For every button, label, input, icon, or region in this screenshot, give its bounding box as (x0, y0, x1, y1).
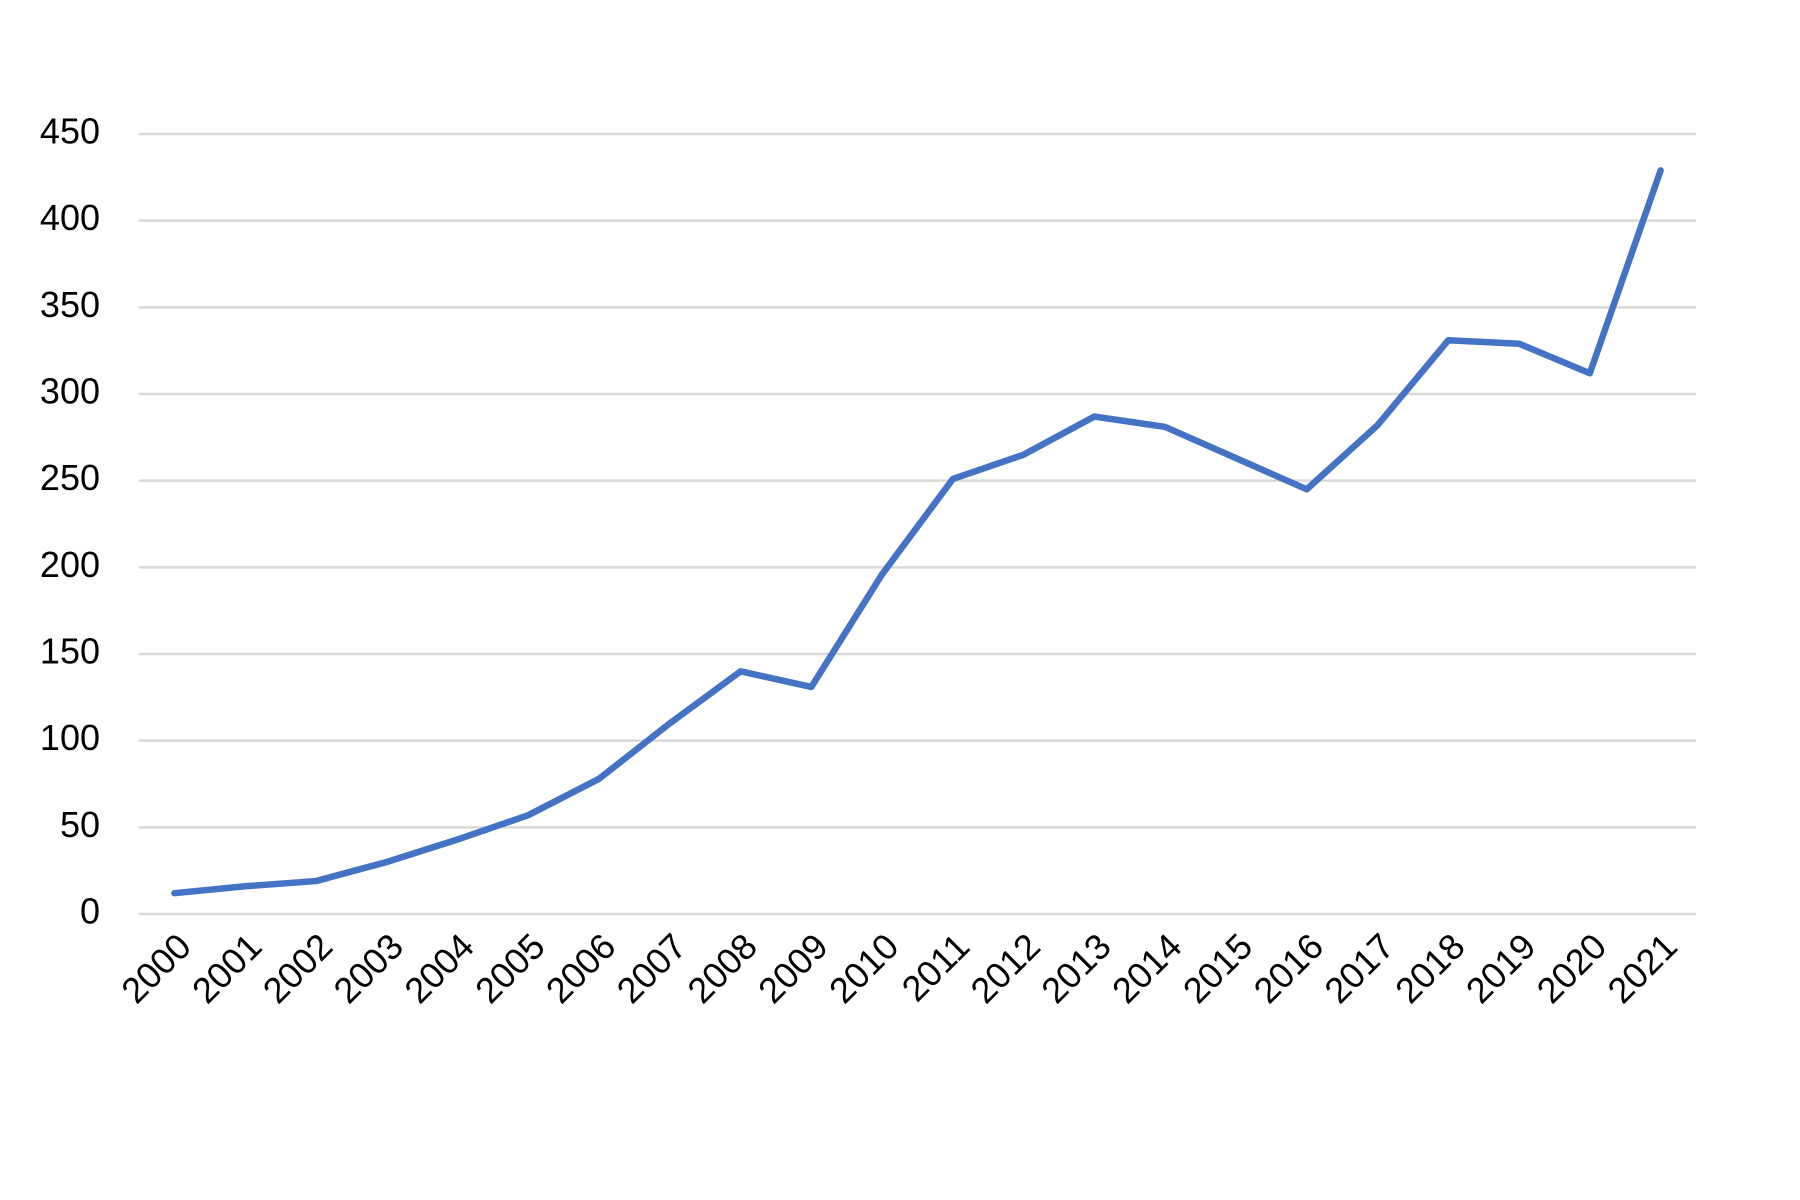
x-tick-label: 2011 (894, 925, 978, 1009)
y-tick-label: 0 (80, 891, 100, 932)
y-tick-label: 50 (60, 804, 100, 845)
x-tick-label: 2006 (538, 925, 624, 1011)
x-tick-label: 2017 (1316, 925, 1402, 1011)
x-tick-label: 2021 (1599, 925, 1685, 1011)
x-tick-label: 2014 (1104, 925, 1190, 1011)
x-tick-label: 2005 (467, 925, 553, 1011)
x-tick-label: 2003 (325, 925, 411, 1011)
y-tick-label: 450 (40, 111, 100, 152)
y-tick-label: 100 (40, 717, 100, 758)
x-tick-label: 2002 (255, 925, 341, 1011)
x-tick-label: 2016 (1246, 925, 1332, 1011)
x-tick-label: 2004 (396, 925, 482, 1011)
x-tick-label: 2019 (1458, 925, 1544, 1011)
x-tick-label: 2015 (1175, 925, 1261, 1011)
line-series (171, 167, 1664, 897)
y-tick-label: 400 (40, 197, 100, 238)
x-tick-label: 2007 (609, 925, 695, 1011)
x-tick-label: 2009 (750, 925, 836, 1011)
x-tick-label: 2018 (1387, 925, 1473, 1011)
x-tick-label: 2000 (113, 925, 199, 1011)
y-tick-label: 250 (40, 457, 100, 498)
x-tick-label: 2013 (1033, 925, 1119, 1011)
y-tick-label: 350 (40, 284, 100, 325)
y-tick-label: 300 (40, 371, 100, 412)
x-tick-label: 2001 (184, 925, 270, 1011)
x-tick-label: 2010 (821, 925, 907, 1011)
y-tick-label: 150 (40, 631, 100, 672)
x-tick-label: 2008 (679, 925, 765, 1011)
x-tick-label: 2012 (962, 925, 1048, 1011)
x-tick-label: 2020 (1529, 925, 1615, 1011)
y-tick-label: 200 (40, 544, 100, 585)
